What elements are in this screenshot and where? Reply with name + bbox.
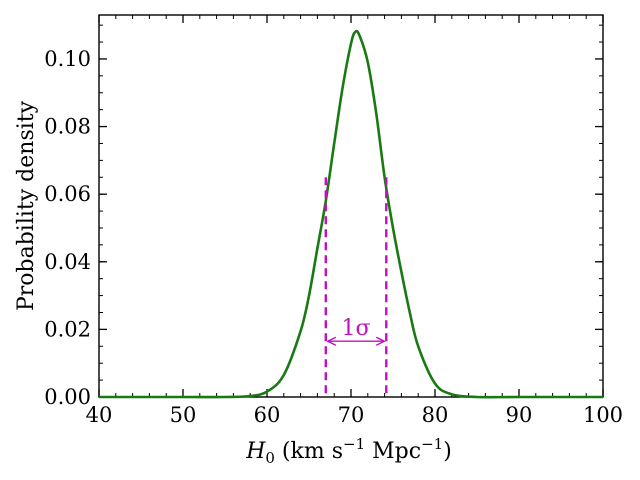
y-tick-label: 0.08: [44, 115, 91, 139]
y-tick-labels: 0.00 0.02 0.04 0.06 0.08 0.10: [44, 47, 91, 409]
x-tick-label: 100: [583, 403, 623, 427]
x-tick-label: 40: [86, 403, 113, 427]
x-axis-label: H0 (km s−1 Mpc−1): [245, 435, 452, 467]
x-tick-label: 50: [170, 403, 197, 427]
y-axis-label: Probability density: [14, 100, 39, 311]
x-tick-labels: 40 50 60 70 80 90 100: [86, 403, 623, 427]
y-tick-label: 0.10: [44, 47, 91, 71]
y-tick-label: 0.06: [44, 182, 91, 206]
y-tick-label: 0.04: [44, 250, 91, 274]
interval-arrow-head-right: [375, 336, 386, 346]
x-tick-label: 90: [506, 403, 533, 427]
y-tick-label: 0.02: [44, 317, 91, 341]
x-tick-label: 80: [422, 403, 449, 427]
y-tick-label: 0.00: [44, 385, 91, 409]
interval-label: 1σ: [342, 316, 371, 341]
interval-arrow: [326, 336, 386, 346]
x-tick-label: 70: [338, 403, 365, 427]
pdf-curve: [99, 29, 603, 399]
interval-arrow-head-left: [326, 336, 337, 346]
x-tick-label: 60: [254, 403, 281, 427]
